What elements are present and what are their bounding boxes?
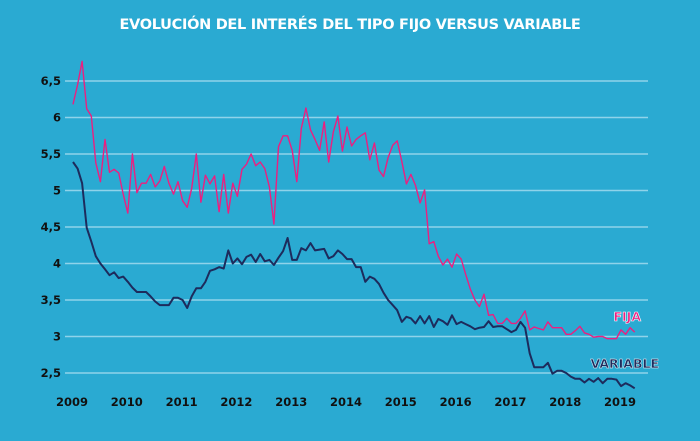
legend-label-variable: VARIABLE bbox=[591, 356, 659, 371]
x-tick-label: 2016 bbox=[440, 395, 472, 409]
y-tick-label: 3,5 bbox=[41, 293, 61, 307]
x-tick-label: 2015 bbox=[385, 395, 417, 409]
x-tick-label: 2017 bbox=[494, 395, 526, 409]
x-tick-label: 2014 bbox=[330, 395, 362, 409]
y-tick-label: 6 bbox=[53, 111, 61, 125]
y-tick-label: 6,5 bbox=[41, 74, 61, 88]
y-tick-label: 4 bbox=[53, 257, 61, 271]
x-tick-label: 2010 bbox=[111, 395, 143, 409]
legend-label-fija: FIJA bbox=[613, 309, 641, 324]
chart-title: EVOLUCIÓN DEL INTERÉS DEL TIPO FIJO VERS… bbox=[119, 15, 580, 33]
x-tick-label: 2013 bbox=[275, 395, 307, 409]
y-tick-label: 5 bbox=[53, 184, 61, 198]
x-axis-ticks: 2009 2010 2011 2012 2013 2014 2015 2016 2017 2018… bbox=[56, 395, 636, 409]
y-tick-label: 4,5 bbox=[41, 220, 61, 234]
gridlines bbox=[65, 80, 648, 374]
x-tick-label: 2012 bbox=[220, 395, 252, 409]
x-tick-label: 2011 bbox=[166, 395, 198, 409]
y-axis-ticks: 2,5 3 3,5 4 4,5 5 5,5 6 6,5 bbox=[41, 74, 61, 380]
y-tick-label: 3 bbox=[53, 330, 61, 344]
series-lines bbox=[72, 60, 636, 390]
x-tick-label: 2009 bbox=[56, 395, 88, 409]
y-tick-label: 5,5 bbox=[41, 147, 61, 161]
x-tick-label: 2019 bbox=[604, 395, 636, 409]
series-line-fija bbox=[72, 60, 636, 340]
y-tick-label: 2,5 bbox=[41, 366, 61, 380]
x-tick-label: 2018 bbox=[549, 395, 581, 409]
series-line-variable bbox=[72, 161, 636, 390]
